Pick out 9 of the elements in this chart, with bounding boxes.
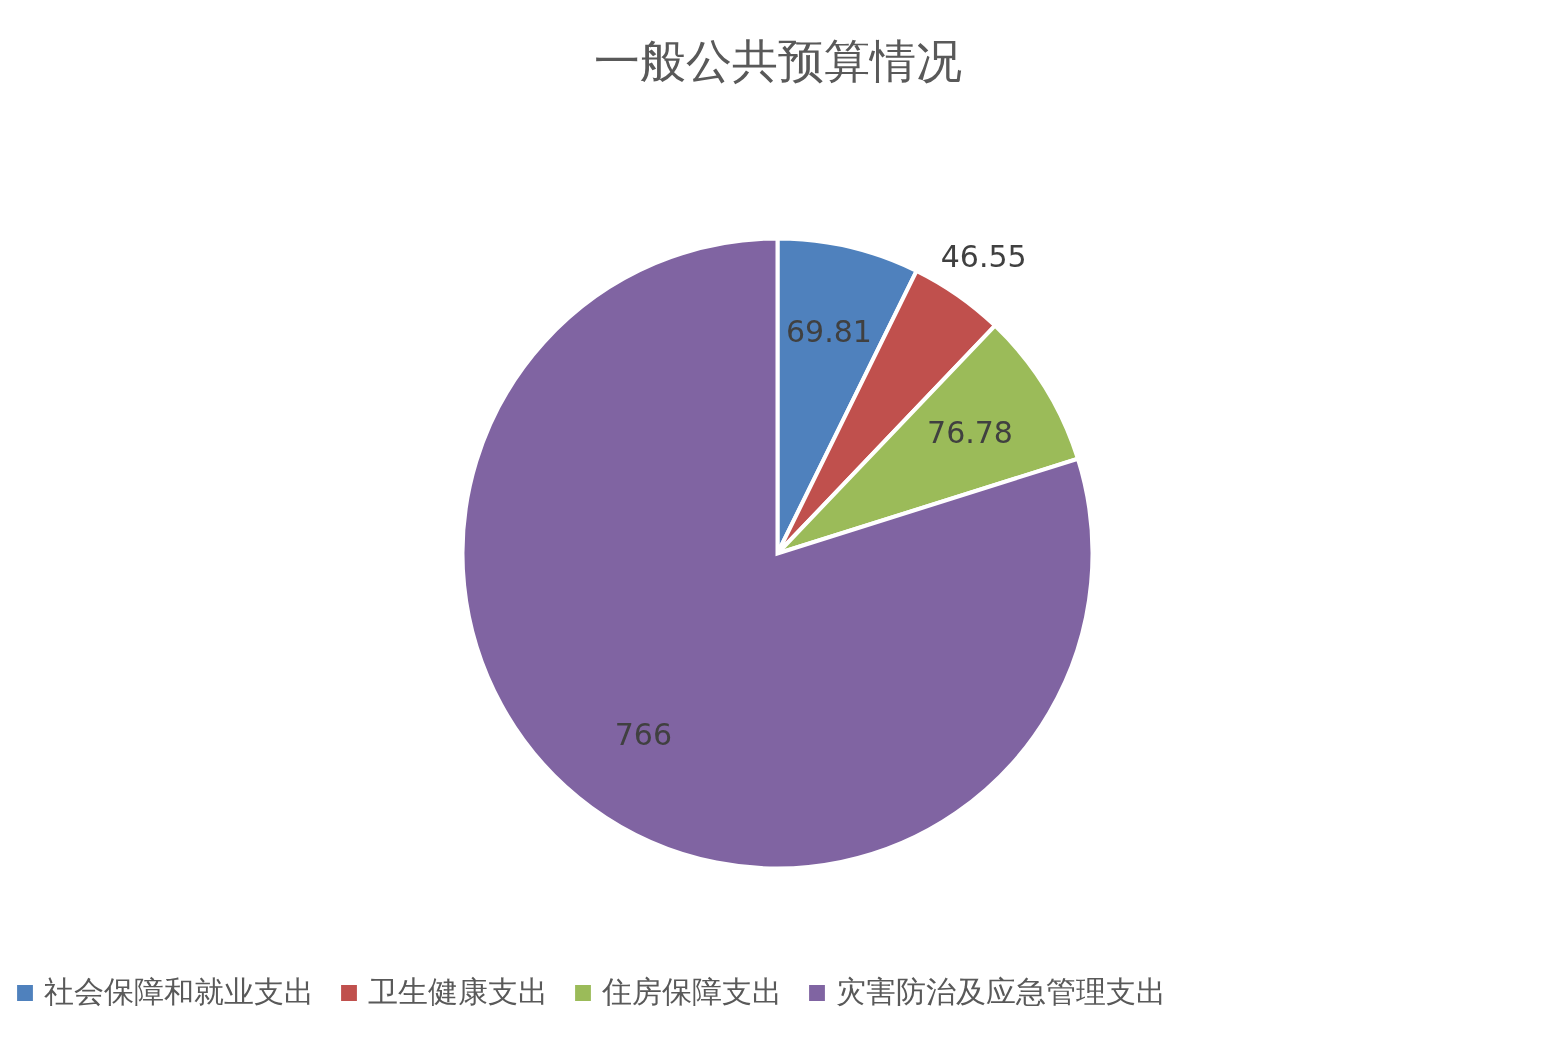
data-label: 766: [614, 717, 673, 753]
legend-label: 住房保障支出: [601, 974, 782, 1009]
data-label: 76.78: [927, 414, 1013, 450]
chart-title: 一般公共预算情况: [593, 34, 962, 88]
legend-label: 卫生健康支出: [368, 974, 548, 1009]
legend-label: 灾害防治及应急管理支出: [836, 974, 1166, 1009]
legend-label: 社会保障和就业支出: [44, 974, 314, 1009]
data-label: 69.81: [785, 313, 872, 349]
data-label: 46.55: [940, 239, 1027, 275]
